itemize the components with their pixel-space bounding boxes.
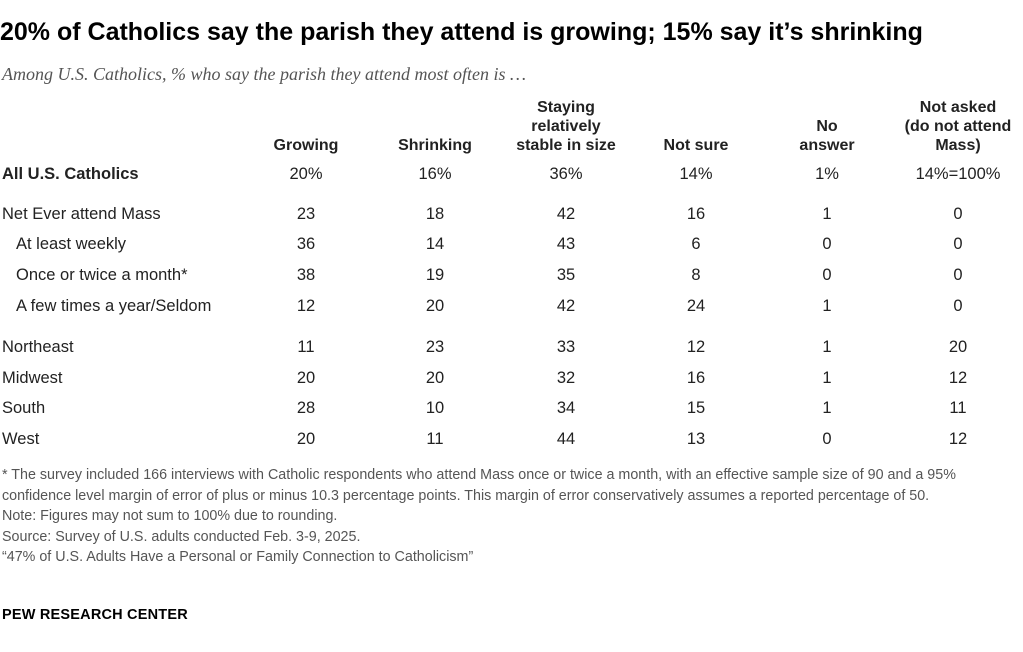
cell-not-sure: 16 [686, 205, 706, 223]
cell-shrinking: 20 [425, 369, 445, 387]
row-label: A few times a year/Seldom [16, 297, 212, 315]
column-header-line: Mass) [935, 137, 981, 154]
cell-not-sure: 16 [686, 369, 706, 387]
column-header-not-asked: Not asked (do not attend Mass) [883, 98, 1023, 155]
cell-growing: 28 [296, 399, 316, 417]
column-header-line: (do not attend [904, 118, 1012, 135]
cell-no-answer: 1 [822, 297, 832, 315]
column-header-stable: Staying relatively stable in size [491, 98, 641, 155]
column-header-line: Not sure [663, 137, 729, 154]
chart-subtitle: Among U.S. Catholics, % who say the pari… [2, 64, 526, 84]
cell-growing: 36 [296, 235, 316, 253]
column-header-not-sure: Not sure [621, 136, 771, 155]
cell-not-asked: 20 [948, 338, 968, 356]
row-label: At least weekly [16, 235, 127, 253]
cell-not-asked: 0 [953, 266, 963, 284]
column-header-line: Growing [273, 137, 339, 154]
cell-no-answer: 1% [815, 165, 839, 183]
column-header-line: Shrinking [398, 137, 472, 154]
column-header-growing: Growing [231, 136, 381, 155]
cell-no-answer: 0 [822, 235, 832, 253]
cell-stable: 34 [556, 399, 576, 417]
report-title-note: “47% of U.S. Adults Have a Personal or F… [2, 549, 474, 565]
cell-not-asked: 11 [949, 399, 967, 417]
cell-not-sure: 6 [691, 235, 701, 253]
table-row: Midwest 20 20 32 16 1 12 [0, 366, 1023, 390]
row-label: Northeast [2, 338, 74, 356]
cell-stable: 35 [556, 266, 576, 284]
cell-shrinking: 14 [425, 235, 445, 253]
cell-not-sure: 8 [691, 266, 701, 284]
table-row: West 20 11 44 13 0 12 [0, 427, 1023, 451]
cell-not-asked: 14%=100% [915, 165, 1001, 183]
column-header-line: stable in size [516, 137, 616, 154]
cell-shrinking: 20 [425, 297, 445, 315]
cell-shrinking: 19 [425, 266, 445, 284]
cell-stable: 42 [556, 297, 576, 315]
cell-growing: 23 [296, 205, 316, 223]
row-label: West [2, 430, 40, 448]
column-header-line: answer [799, 137, 855, 154]
cell-no-answer: 1 [822, 205, 832, 223]
cell-growing: 20 [296, 430, 316, 448]
table-row: South 28 10 34 15 1 11 [0, 396, 1023, 420]
note-rounding: Note: Figures may not sum to 100% due to… [2, 508, 338, 524]
table-row: Once or twice a month* 38 19 35 8 0 0 [0, 263, 1023, 287]
cell-shrinking: 23 [425, 338, 445, 356]
cell-no-answer: 0 [822, 430, 832, 448]
cell-growing: 11 [297, 338, 315, 356]
cell-stable: 32 [556, 369, 576, 387]
source-note: Source: Survey of U.S. adults conducted … [2, 528, 361, 545]
cell-stable: 44 [556, 430, 576, 448]
cell-not-asked: 0 [953, 297, 963, 315]
cell-no-answer: 1 [822, 369, 832, 387]
cell-stable: 43 [556, 235, 576, 253]
cell-not-asked: 0 [953, 235, 963, 253]
table-row: At least weekly 36 14 43 6 0 0 [0, 232, 1023, 256]
cell-not-sure: 24 [686, 297, 706, 315]
cell-no-answer: 1 [822, 338, 832, 356]
cell-stable: 42 [556, 205, 576, 223]
table-row: Net Ever attend Mass 23 18 42 16 1 0 [0, 202, 1023, 226]
row-label: South [2, 399, 46, 417]
column-header-line: No [816, 118, 838, 135]
cell-not-sure: 15 [686, 399, 706, 417]
cell-not-asked: 12 [948, 430, 968, 448]
cell-shrinking: 11 [426, 430, 444, 448]
row-label: All U.S. Catholics [2, 165, 139, 183]
chart-notes: * The survey included 166 interviews wit… [2, 465, 1020, 568]
cell-no-answer: 1 [822, 399, 832, 417]
column-header-shrinking: Shrinking [360, 136, 510, 155]
row-label: Once or twice a month* [16, 266, 188, 284]
cell-not-sure: 12 [686, 338, 706, 356]
cell-no-answer: 0 [822, 266, 832, 284]
cell-not-asked: 12 [948, 369, 968, 387]
cell-stable: 33 [556, 338, 576, 356]
cell-not-sure: 13 [686, 430, 706, 448]
cell-shrinking: 10 [425, 399, 445, 417]
cell-not-sure: 14% [679, 165, 713, 183]
row-label: Net Ever attend Mass [2, 205, 161, 223]
row-label: Midwest [2, 369, 63, 387]
cell-growing: 20% [289, 165, 323, 183]
cell-shrinking: 18 [425, 205, 445, 223]
table-row: A few times a year/Seldom 12 20 42 24 1 0 [0, 294, 1023, 318]
table-row: Northeast 11 23 33 12 1 20 [0, 335, 1023, 359]
column-header-no-answer: No answer [752, 117, 902, 155]
cell-growing: 20 [296, 369, 316, 387]
chart-title: 20% of Catholics say the parish they att… [0, 18, 923, 46]
table-row: All U.S. Catholics 20% 16% 36% 14% 1% 14%=100% [0, 162, 1023, 186]
column-header-line: Not asked [919, 99, 997, 116]
footnote-asterisk: * The survey included 166 interviews wit… [2, 467, 956, 504]
cell-stable: 36% [549, 165, 583, 183]
cell-not-asked: 0 [953, 205, 963, 223]
column-header-line: Staying [537, 99, 595, 116]
cell-shrinking: 16% [418, 165, 452, 183]
cell-growing: 38 [296, 266, 316, 284]
column-header-line: relatively [531, 118, 601, 135]
cell-growing: 12 [296, 297, 316, 315]
pew-logo-text: PEW RESEARCH CENTER [2, 607, 188, 623]
